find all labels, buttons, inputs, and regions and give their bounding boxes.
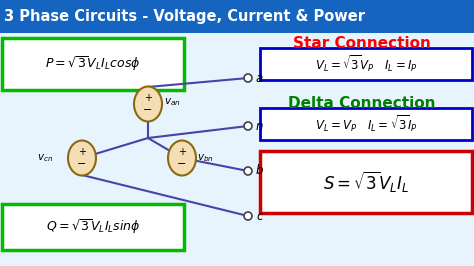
FancyBboxPatch shape (260, 108, 472, 140)
Text: 3 Phase Circuits - Voltage, Current & Power: 3 Phase Circuits - Voltage, Current & Po… (4, 10, 365, 24)
Text: +: + (78, 147, 86, 157)
Text: c: c (256, 210, 263, 222)
Circle shape (244, 122, 252, 130)
Ellipse shape (134, 86, 162, 122)
FancyBboxPatch shape (260, 48, 472, 80)
Text: $Q = \sqrt{3}V_L I_L sin\phi$: $Q = \sqrt{3}V_L I_L sin\phi$ (46, 218, 140, 236)
Text: Delta Connection: Delta Connection (288, 97, 436, 111)
Text: −: − (143, 105, 153, 115)
Text: +: + (178, 147, 186, 157)
Circle shape (244, 74, 252, 82)
Text: $P = \sqrt{3}V_L I_L cos\phi$: $P = \sqrt{3}V_L I_L cos\phi$ (45, 55, 141, 73)
Text: n: n (256, 119, 264, 132)
Circle shape (244, 167, 252, 175)
Text: $V_L = \sqrt{3}V_P \quad I_L = I_P$: $V_L = \sqrt{3}V_P \quad I_L = I_P$ (315, 53, 418, 74)
Text: +: + (144, 93, 152, 103)
FancyBboxPatch shape (260, 151, 472, 213)
Text: $S = \sqrt{3}V_L I_L$: $S = \sqrt{3}V_L I_L$ (323, 169, 409, 194)
FancyBboxPatch shape (0, 0, 474, 33)
Text: a: a (256, 72, 263, 85)
Text: −: − (77, 159, 87, 169)
Ellipse shape (168, 140, 196, 176)
Text: Star Connection: Star Connection (293, 36, 431, 52)
FancyBboxPatch shape (2, 38, 184, 90)
Text: $v_{an}$: $v_{an}$ (164, 96, 181, 108)
Text: b: b (256, 164, 264, 177)
Text: $v_{cn}$: $v_{cn}$ (37, 152, 53, 164)
Ellipse shape (68, 140, 96, 176)
Circle shape (244, 212, 252, 220)
Text: −: − (177, 159, 187, 169)
FancyBboxPatch shape (2, 204, 184, 250)
Text: $v_{bn}$: $v_{bn}$ (197, 152, 214, 164)
Text: $V_L = V_P \quad I_L = \sqrt{3}I_P$: $V_L = V_P \quad I_L = \sqrt{3}I_P$ (315, 114, 418, 134)
